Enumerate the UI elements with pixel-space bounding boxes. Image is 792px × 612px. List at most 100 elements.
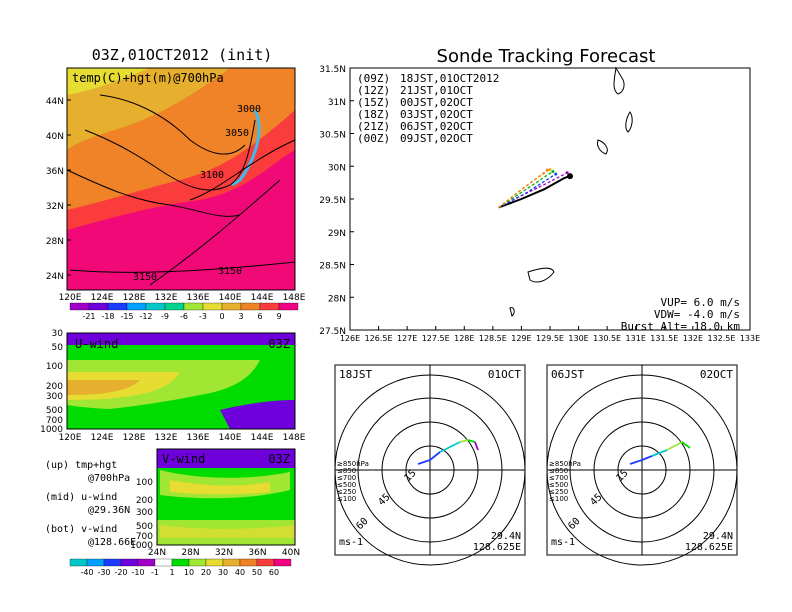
level-label: ≤500 <box>337 481 356 489</box>
pressure-tick-label: 50 <box>52 343 64 353</box>
colorbar-label: 9 <box>276 312 281 321</box>
lon-tick-label: 148E <box>283 433 306 443</box>
param-vup: VUP= 6.0 m/s <box>661 296 740 309</box>
lat-tick-label: 30.5N <box>319 131 346 141</box>
note-head: (up) tmp+hgt <box>45 460 117 471</box>
colorbar-label: -18 <box>101 312 114 321</box>
legend-zulu: (00Z) <box>357 132 390 145</box>
lon-tick-label: 129.5E <box>536 334 564 343</box>
colorbar-label: 6 <box>257 312 262 321</box>
lon-tick-label: 124E <box>91 433 114 443</box>
contour-label: 3150 <box>133 272 157 283</box>
u-wind-label: U-wind <box>75 337 118 351</box>
contour-label: 3000 <box>237 104 261 115</box>
lat-tick-label: 40N <box>282 548 300 558</box>
track-end-point <box>545 168 549 172</box>
hodograph-1: 18JST 01OCT29.4N128.625Ems-1154560≥850hPa… <box>334 364 526 566</box>
note-sub: @700hPa <box>88 473 130 484</box>
hodograph-trace <box>439 441 461 453</box>
hodo-date: 01OCT <box>488 368 521 381</box>
colorbar-swatch <box>273 558 292 567</box>
contour-label: 3050 <box>225 128 249 139</box>
lat-tick-label: 40N <box>46 132 64 142</box>
lon-tick-label: 132E <box>155 293 178 303</box>
lat-tick-label: 36N <box>46 167 64 177</box>
temperature-colorbar: -21 -18 -15 -12 -9 -6 -3 0 3 6 9 <box>69 302 299 321</box>
note-sub: @29.36N <box>88 505 130 516</box>
track-end-point <box>554 172 558 176</box>
colorbar-label: 50 <box>252 568 262 577</box>
hodograph-trace <box>681 441 691 449</box>
legend-jst: 18JST,01OCT2012 <box>400 72 499 85</box>
note-head: (bot) v-wind <box>45 524 117 535</box>
lat-tick-label: 28N <box>328 294 346 304</box>
wind-colorbar: -40 -30 -20 -10 -1 1 10 20 30 40 50 60 <box>69 558 292 577</box>
colorbar-swatch <box>222 558 241 567</box>
v-wind-lat-ticks: 24N 28N 32N 36N 40N <box>148 548 300 558</box>
legend-jst: 09JST,02OCT <box>400 132 473 145</box>
level-label: ≤100 <box>549 495 568 503</box>
colorbar-label: -40 <box>80 568 93 577</box>
lon-tick-label: 126.5E <box>365 334 393 343</box>
u-wind-time: 03Z <box>268 337 290 351</box>
level-label: ≤850 <box>337 467 356 475</box>
colorbar-swatch <box>259 302 280 311</box>
colorbar-swatch <box>205 558 224 567</box>
pressure-tick-label: 200 <box>136 496 153 506</box>
pressure-tick-label: 100 <box>46 362 63 372</box>
pressure-tick-label: 30 <box>52 329 64 339</box>
left-lon-ticks: 120E 124E 128E 132E 136E 140E 144E 148E <box>59 293 306 303</box>
lon-tick-label: 128E <box>123 293 146 303</box>
hodograph-trace <box>641 455 653 461</box>
panel-notes: (up) tmp+hgt @700hPa (mid) u-wind @29.36… <box>45 460 136 548</box>
lat-tick-label: 44N <box>46 97 64 107</box>
level-label: ≤700 <box>337 474 356 482</box>
hodo-unit: ms-1 <box>551 537 575 548</box>
hodo-lat: 29.4N <box>703 531 733 542</box>
param-vdw: VDW= -4.0 m/s <box>654 308 740 321</box>
level-label: ≥850hPa <box>337 460 369 468</box>
colorbar-label: 30 <box>218 568 228 577</box>
note-head: (mid) u-wind <box>45 492 117 503</box>
colorbar-swatch <box>278 302 299 311</box>
colorbar-label: -12 <box>139 312 152 321</box>
lat-tick-label: 24N <box>46 272 64 282</box>
track-end-point <box>565 171 569 175</box>
pressure-tick-label: 500 <box>136 522 153 532</box>
lon-tick-label: 144E <box>251 293 274 303</box>
colorbar-label: 20 <box>201 568 211 577</box>
hodo-lon: 128.625E <box>473 542 521 553</box>
hodo-lat: 29.4N <box>491 531 521 542</box>
colorbar-swatch <box>69 558 88 567</box>
hodograph-trace <box>474 441 479 451</box>
lat-tick-label: 32N <box>215 548 233 558</box>
lon-tick-label: 133E <box>740 334 760 343</box>
level-label: ≤250 <box>549 488 568 496</box>
legend-jst: 21JST,01OCT <box>400 84 473 97</box>
pressure-tick-label: 300 <box>46 392 63 402</box>
lat-tick-label: 28N <box>181 548 199 558</box>
colorbar-label: 10 <box>184 568 194 577</box>
legend-zulu: (15Z) <box>357 96 390 109</box>
colorbar-label: 3 <box>238 312 243 321</box>
pressure-tick-label: 1000 <box>130 541 153 551</box>
track-title: Sonde Tracking Forecast <box>437 46 656 67</box>
lat-tick-label: 31.5N <box>319 65 346 75</box>
colorbar-swatch <box>202 302 223 311</box>
colorbar-swatch <box>107 302 128 311</box>
track-end-point <box>567 173 573 180</box>
lon-tick-label: 120E <box>59 433 82 443</box>
track-map <box>349 66 751 331</box>
v-wind-label: V-wind <box>162 452 205 466</box>
lon-tick-label: 132E <box>683 334 703 343</box>
lat-tick-label: 30N <box>328 163 346 173</box>
note-sub: @128.66E <box>88 537 136 548</box>
lon-tick-label: 129E <box>511 334 531 343</box>
lon-tick-label: 132E <box>155 433 178 443</box>
lon-tick-label: 128.5E <box>479 334 507 343</box>
colorbar-swatch <box>164 302 185 311</box>
track-legend: (09Z) 18JST,01OCT2012 (12Z) 21JST,01OCT (15Z… <box>357 72 499 145</box>
lon-tick-label: 126E <box>340 334 360 343</box>
